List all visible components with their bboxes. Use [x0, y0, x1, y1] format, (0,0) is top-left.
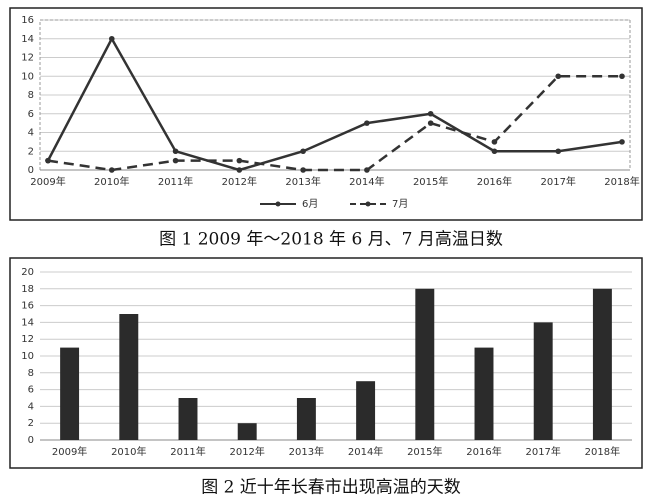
y-tick-label: 10 — [21, 71, 34, 82]
chart-frame — [9, 257, 643, 469]
x-tick-label: 2011年 — [158, 175, 193, 188]
point — [427, 110, 434, 117]
bar — [356, 381, 376, 440]
point — [491, 139, 498, 145]
y-tick-label: 0 — [28, 165, 34, 176]
x-tick-label: 2017年 — [525, 445, 560, 458]
chart-frame — [9, 7, 643, 221]
x-tick-label: 2016年 — [466, 445, 501, 458]
point — [555, 73, 562, 80]
x-tick-label: 2015年 — [413, 175, 448, 188]
bar — [178, 398, 198, 440]
point — [45, 157, 51, 164]
bar — [119, 314, 139, 440]
legend-marker — [275, 201, 281, 207]
legend-label: 7月 — [392, 198, 408, 210]
bar — [296, 398, 316, 440]
bar — [533, 322, 553, 440]
y-tick-label: 6 — [28, 109, 34, 120]
point — [236, 157, 243, 164]
bar — [237, 423, 257, 440]
y-tick-label: 16 — [21, 301, 34, 312]
y-tick-label: 8 — [28, 368, 34, 379]
y-tick-label: 4 — [28, 128, 34, 139]
x-tick-label: 2016年 — [477, 175, 512, 188]
point — [172, 148, 179, 155]
line — [47, 75, 622, 172]
x-tick-label: 2014年 — [348, 445, 383, 458]
bar — [415, 288, 435, 440]
y-tick-label: 18 — [21, 284, 34, 295]
x-tick-label: 2018年 — [604, 175, 639, 188]
caption: 图 1 2009 年～2018 年 6 月、7 月高温日数 — [159, 230, 503, 250]
y-tick-label: 12 — [21, 53, 34, 64]
y-tick-label: 14 — [21, 317, 34, 328]
point — [427, 120, 434, 126]
bar — [60, 347, 80, 440]
point — [300, 148, 306, 155]
y-tick-label: 6 — [28, 385, 34, 396]
line — [46, 36, 623, 172]
y-tick-label: 2 — [28, 146, 34, 157]
y-tick-label: 2 — [28, 418, 34, 429]
bar — [592, 288, 612, 440]
point — [619, 73, 625, 80]
point — [364, 120, 370, 126]
y-tick-label: 8 — [28, 90, 34, 101]
y-tick-label: 20 — [21, 267, 34, 278]
point — [364, 167, 370, 173]
x-tick-label: 2012年 — [229, 445, 264, 458]
y-tick-label: 10 — [21, 351, 34, 362]
y-tick-label: 0 — [28, 435, 34, 446]
x-tick-label: 2010年 — [111, 445, 146, 458]
legend-marker — [365, 201, 371, 207]
legend-label: 6月 — [302, 198, 318, 210]
point — [300, 167, 306, 173]
x-tick-label: 2011年 — [170, 445, 205, 458]
x-tick-label: 2013年 — [289, 445, 324, 458]
bar — [474, 347, 494, 440]
x-tick-label: 2015年 — [407, 445, 442, 458]
y-tick-label: 4 — [28, 401, 34, 412]
x-tick-label: 2017年 — [540, 175, 575, 188]
caption: 图 2 近十年长春市出现高温的天数 — [201, 478, 461, 498]
x-tick-label: 2010年 — [94, 175, 129, 188]
point — [555, 148, 562, 155]
point — [619, 139, 625, 145]
x-tick-label: 2009年 — [30, 175, 65, 188]
x-tick-label: 2013年 — [285, 175, 320, 188]
y-tick-label: 16 — [21, 15, 34, 26]
y-tick-label: 12 — [21, 334, 34, 345]
point — [491, 148, 498, 155]
x-tick-label: 2009年 — [52, 445, 87, 458]
x-tick-label: 2014年 — [349, 175, 384, 188]
point — [236, 167, 243, 173]
point — [108, 35, 115, 42]
point — [172, 157, 179, 164]
point — [108, 167, 115, 173]
y-tick-label: 14 — [21, 34, 34, 45]
x-tick-label: 2012年 — [222, 175, 257, 188]
x-tick-label: 2018年 — [585, 445, 620, 458]
